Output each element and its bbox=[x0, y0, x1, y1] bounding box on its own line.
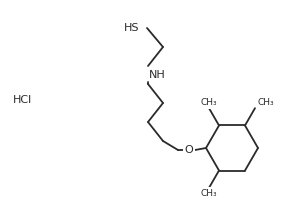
Text: CH₃: CH₃ bbox=[257, 98, 274, 107]
Text: CH₃: CH₃ bbox=[201, 189, 217, 198]
Text: NH: NH bbox=[149, 70, 166, 80]
Text: O: O bbox=[184, 145, 193, 155]
Text: HCl: HCl bbox=[12, 95, 32, 105]
Text: CH₃: CH₃ bbox=[201, 98, 217, 107]
Text: HS: HS bbox=[123, 23, 139, 33]
